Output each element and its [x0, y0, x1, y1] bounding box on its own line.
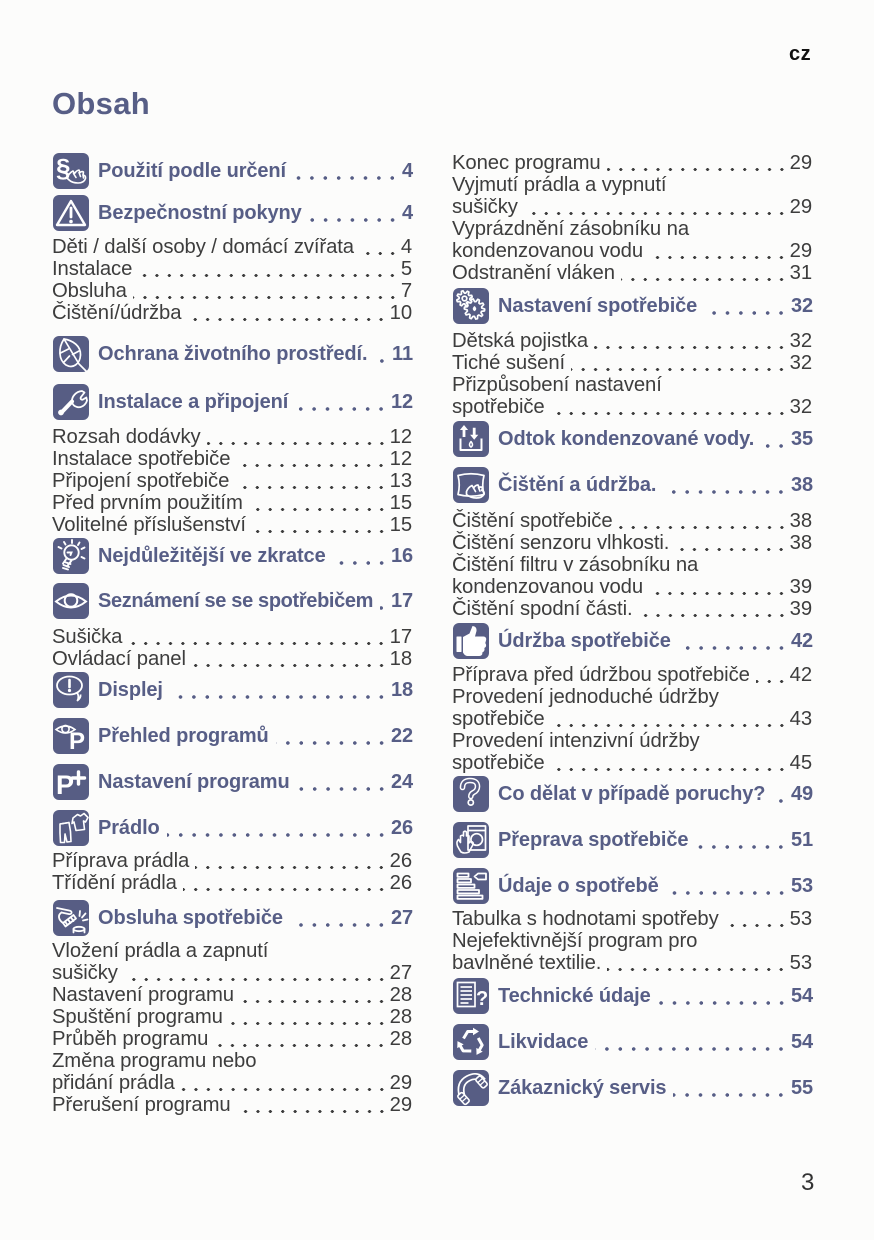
svg-text:?: ?: [476, 988, 488, 1010]
svg-text:§: §: [56, 153, 70, 183]
svg-text:P: P: [69, 728, 85, 754]
svg-text:P: P: [56, 770, 74, 800]
